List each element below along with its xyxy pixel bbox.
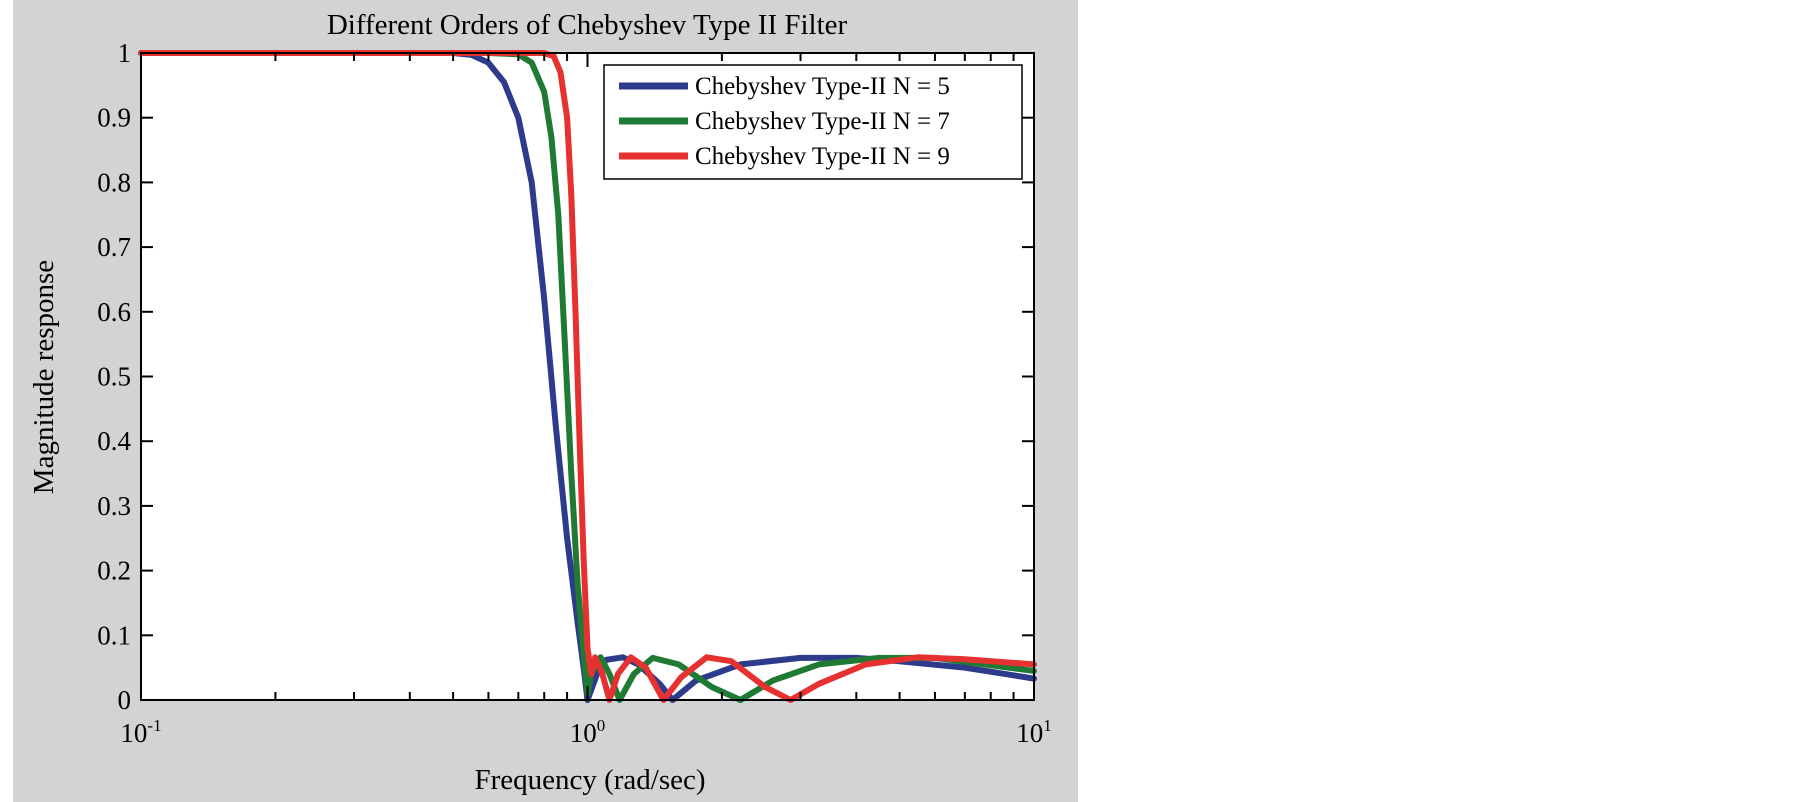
y-tick-label: 1 bbox=[118, 38, 132, 68]
y-tick-label: 0.9 bbox=[97, 103, 131, 133]
x-tick-labels: 10-1 100 101 bbox=[120, 716, 1051, 748]
legend-label-n7: Chebyshev Type-II N = 7 bbox=[695, 108, 950, 135]
y-tick-label: 0.8 bbox=[97, 167, 131, 197]
y-tick-label: 0.4 bbox=[97, 426, 131, 456]
y-tick-label: 0.1 bbox=[97, 620, 131, 650]
y-tick-label: 0.3 bbox=[97, 491, 131, 521]
y-tick-label: 0 bbox=[118, 685, 132, 715]
y-axis-label: Magnitude response bbox=[28, 260, 60, 494]
series-layer bbox=[138, 50, 1037, 703]
legend-label-n5: Chebyshev Type-II N = 5 bbox=[695, 73, 950, 100]
y-tick-label: 0.2 bbox=[97, 556, 131, 586]
y-tick-labels: 0 0.1 0.2 0.3 0.4 0.5 0.6 0.7 0.8 0.9 1 bbox=[97, 38, 131, 715]
x-axis-label: Frequency (rad/sec) bbox=[474, 764, 705, 796]
y-tick-label: 0.6 bbox=[97, 297, 131, 327]
y-tick-label: 0.5 bbox=[97, 362, 131, 392]
legend-label-n9: Chebyshev Type-II N = 9 bbox=[695, 143, 950, 170]
series-line-3 bbox=[138, 50, 1037, 703]
x-tick-label: 10-1 bbox=[120, 716, 161, 748]
ticks-layer bbox=[140, 52, 1035, 701]
x-tick-label: 100 bbox=[570, 716, 606, 748]
chart-title: Different Orders of Chebyshev Type II Fi… bbox=[327, 9, 848, 41]
x-tick-label: 101 bbox=[1016, 716, 1052, 748]
legend: Chebyshev Type-II N = 5 Chebyshev Type-I… bbox=[603, 64, 1023, 180]
series-line-1 bbox=[138, 50, 1037, 703]
y-tick-label: 0.7 bbox=[97, 232, 131, 262]
